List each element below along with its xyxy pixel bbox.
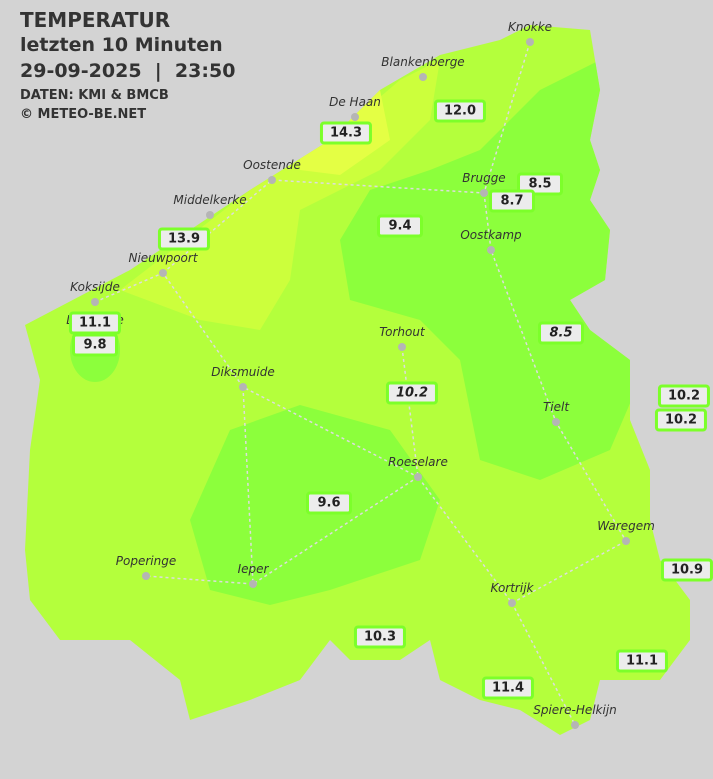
city-label: Torhout — [379, 325, 425, 339]
city-marker — [142, 572, 150, 580]
copyright: © METEO-BE.NET — [20, 107, 147, 122]
city-label: Poperinge — [115, 554, 177, 568]
city-marker — [480, 189, 488, 197]
temperature-reading[interactable]: 8.7 — [489, 189, 535, 213]
temperature-reading[interactable]: 10.2 — [654, 408, 708, 432]
temperature-reading[interactable]: 10.3 — [353, 625, 407, 649]
map-title: TEMPERATUR — [20, 8, 171, 32]
city-label: Oostkamp — [460, 228, 522, 242]
temperature-reading[interactable]: 10.2 — [385, 381, 439, 405]
city-label: Koksijde — [70, 280, 120, 294]
city-marker — [159, 269, 167, 277]
city-marker — [91, 298, 99, 306]
city-marker — [268, 176, 276, 184]
city-label: Brugge — [462, 171, 506, 185]
roads — [94, 41, 627, 726]
temperature-reading[interactable]: 10.2 — [657, 384, 711, 408]
data-source: DATEN: KMI & BMCB — [20, 88, 169, 103]
city-label: Kortrijk — [490, 581, 534, 595]
city-label: Diksmuide — [211, 365, 275, 379]
city-marker — [351, 113, 359, 121]
city-label: Blankenberge — [381, 55, 465, 69]
city-marker — [414, 473, 422, 481]
city-label: Knokke — [507, 20, 553, 34]
map-datetime: 29-09-2025 | 23:50 — [20, 60, 236, 82]
temperature-reading[interactable]: 13.9 — [157, 227, 211, 251]
city-label: Oostende — [243, 158, 301, 172]
city-label: Tielt — [542, 400, 570, 414]
city-marker — [571, 721, 579, 729]
temperature-reading[interactable]: 9.4 — [377, 214, 423, 238]
city-label: De Haan — [329, 95, 381, 109]
city-marker — [249, 580, 257, 588]
city-marker — [526, 38, 534, 46]
city-label: Waregem — [597, 519, 655, 533]
temperature-reading[interactable]: 14.3 — [319, 121, 373, 145]
city-label: Roeselare — [388, 455, 448, 469]
city-marker — [419, 73, 427, 81]
temperature-reading[interactable]: 11.4 — [481, 676, 535, 700]
cool-zone-north — [340, 60, 640, 480]
city-marker — [487, 246, 495, 254]
map-subtitle: letzten 10 Minuten — [20, 34, 223, 56]
city-marker — [622, 537, 630, 545]
city-marker — [239, 383, 247, 391]
temperature-reading[interactable]: 8.5 — [538, 321, 584, 345]
temperature-reading[interactable]: 11.1 — [615, 649, 669, 673]
city-marker — [398, 343, 406, 351]
city-marker — [552, 418, 560, 426]
city-label: Ieper — [237, 562, 269, 576]
temperature-reading[interactable]: 12.0 — [433, 99, 487, 123]
temperature-reading[interactable]: 11.1 — [68, 311, 122, 335]
city-label: Middelkerke — [173, 193, 247, 207]
temperature-reading[interactable]: 9.8 — [72, 333, 118, 357]
city-marker — [508, 599, 516, 607]
temperature-reading[interactable]: 9.6 — [306, 491, 352, 515]
city-label: Spiere-Helkijn — [533, 703, 617, 717]
city-label: Nieuwpoort — [128, 251, 198, 265]
temperature-reading[interactable]: 10.9 — [660, 558, 713, 582]
city-marker — [206, 211, 214, 219]
